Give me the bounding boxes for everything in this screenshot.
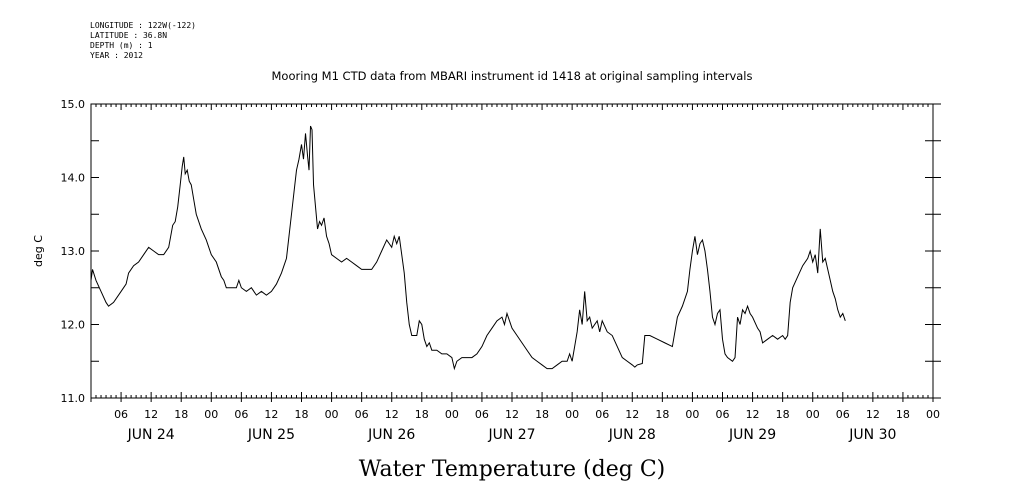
temperature-series-line: [90, 125, 846, 371]
x-tick-label: 00: [926, 408, 940, 421]
plot-frame: [90, 103, 934, 399]
x-tick-label: 18: [896, 408, 910, 421]
day-label: JUN 26: [367, 427, 415, 443]
x-tick-label: 00: [325, 408, 339, 421]
x-tick-label: 18: [174, 408, 188, 421]
longitude-text: LONGITUDE : 122W(-122): [90, 21, 196, 30]
x-tick-label: 00: [204, 408, 218, 421]
x-tick-label: 18: [776, 408, 790, 421]
x-tick-label: 12: [866, 408, 880, 421]
y-axis-label: deg C: [32, 235, 45, 267]
x-tick-label: 06: [114, 408, 128, 421]
x-tick-label: 00: [685, 408, 699, 421]
day-labels: JUN 24 JUN 25 JUN 26 JUN 27 JUN 28 JUN 29 JUN …: [127, 427, 897, 443]
x-tick-label: 00: [806, 408, 820, 421]
y-tick-label: 11.0: [61, 392, 86, 405]
day-label: JUN 24: [127, 427, 175, 443]
x-tick-label: 06: [475, 408, 489, 421]
day-label: JUN 25: [247, 427, 295, 443]
y-tick-label: 14.0: [61, 172, 86, 185]
x-tick-label: 06: [595, 408, 609, 421]
x-tick-label: 00: [565, 408, 579, 421]
x-tick-labels: 06 12 18 00 06 12 18 00 06 12 18 00 06 12 18 00 06 12 18 00…: [114, 408, 940, 421]
day-label: JUN 27: [487, 427, 535, 443]
axis-ticks: [90, 103, 941, 402]
metadata-block: LONGITUDE : 122W(-122) LATITUDE : 36.8N DE…: [90, 21, 196, 61]
latitude-text: LATITUDE : 36.8N: [90, 31, 168, 40]
x-tick-label: 12: [144, 408, 158, 421]
x-tick-label: 12: [264, 408, 278, 421]
x-tick-label: 18: [535, 408, 549, 421]
x-tick-label: 12: [625, 408, 639, 421]
x-tick-label: 06: [355, 408, 369, 421]
y-tick-label: 12.0: [61, 319, 86, 332]
depth-text: DEPTH (m) : 1: [90, 41, 153, 50]
year-text: YEAR : 2012: [90, 51, 143, 60]
x-tick-label: 12: [505, 408, 519, 421]
day-label: JUN 30: [848, 427, 896, 443]
x-tick-label: 06: [836, 408, 850, 421]
y-tick-label: 15.0: [61, 98, 86, 111]
x-tick-label: 06: [234, 408, 248, 421]
chart-title: Mooring M1 CTD data from MBARI instrumen…: [272, 69, 753, 83]
day-label: JUN 29: [728, 427, 776, 443]
x-tick-label: 18: [655, 408, 669, 421]
x-tick-label: 18: [415, 408, 429, 421]
x-tick-label: 00: [445, 408, 459, 421]
x-tick-label: 12: [385, 408, 399, 421]
x-tick-label: 18: [295, 408, 309, 421]
x-tick-label: 12: [746, 408, 760, 421]
y-tick-labels: 11.0 12.0 13.0 14.0 15.0: [61, 98, 86, 405]
x-axis-label: Water Temperature (deg C): [359, 457, 666, 482]
day-label: JUN 28: [608, 427, 656, 443]
x-tick-label: 06: [716, 408, 730, 421]
y-tick-label: 13.0: [61, 245, 86, 258]
